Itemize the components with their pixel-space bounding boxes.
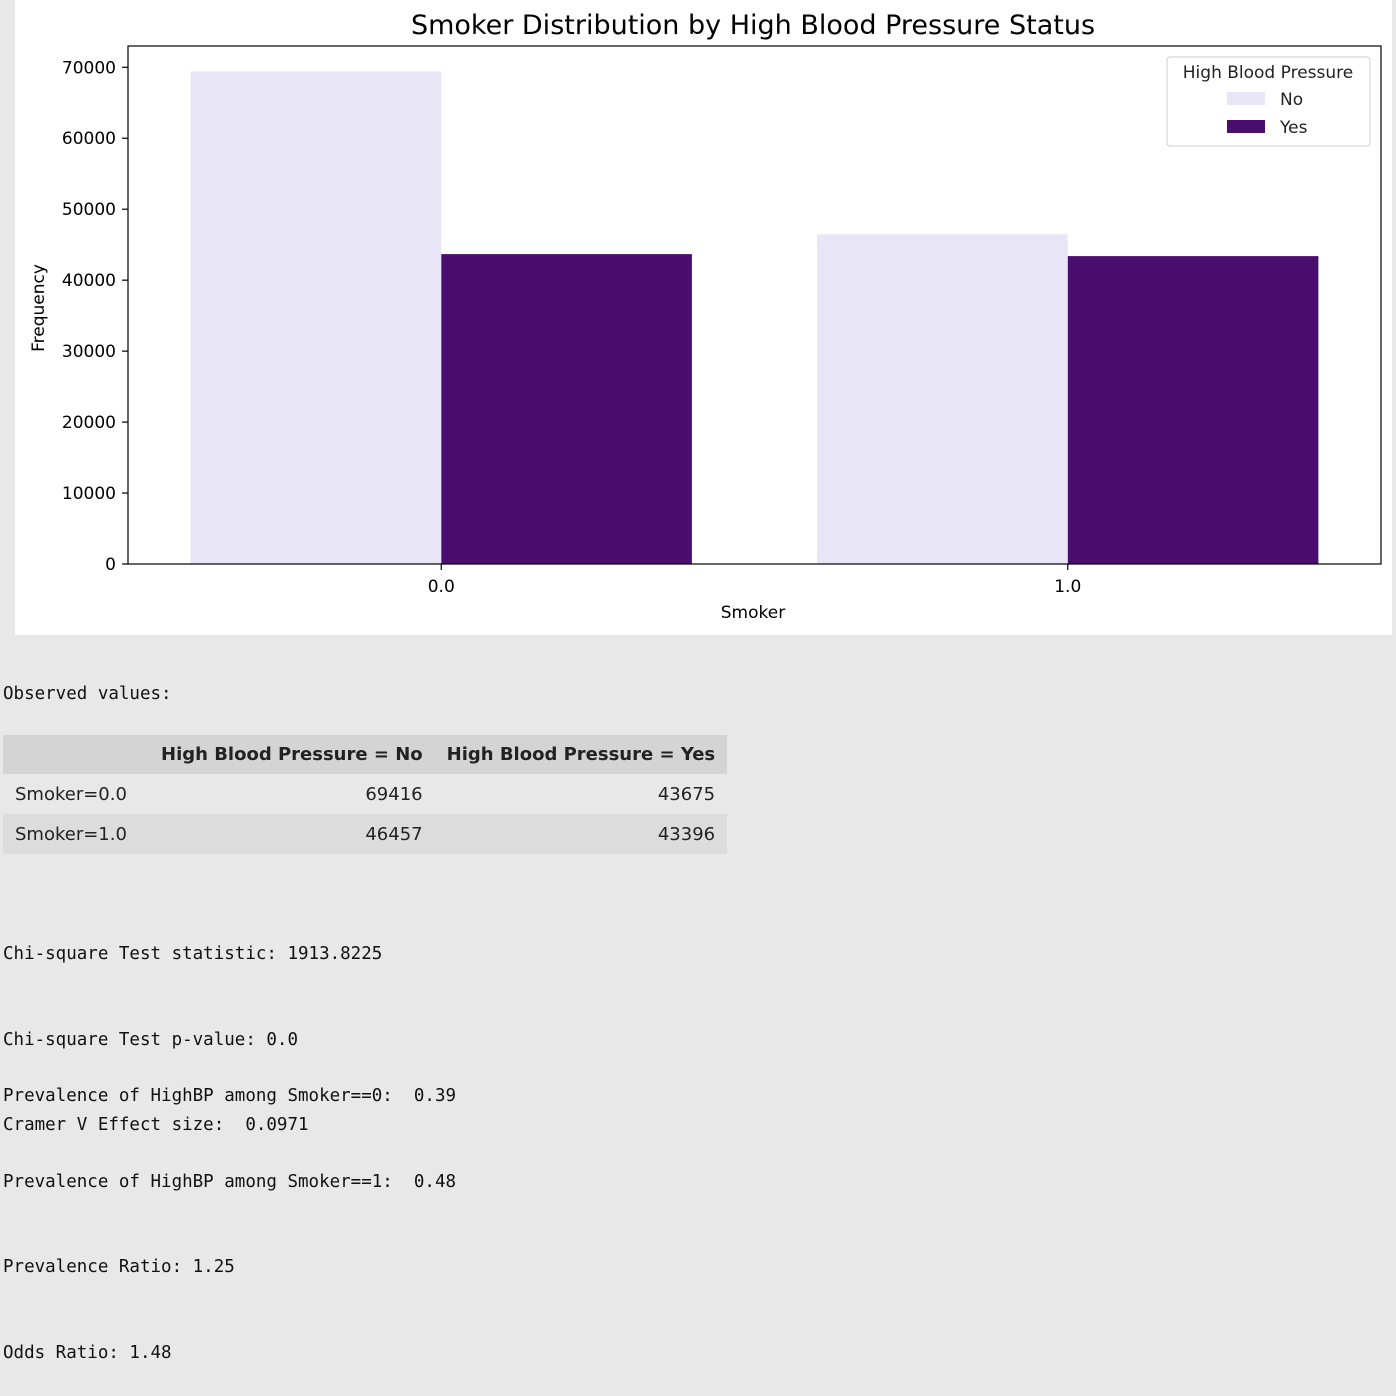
plot-frame — [127, 45, 1382, 565]
observed-table: High Blood Pressure = No High Blood Pres… — [3, 735, 728, 854]
prevalence-stats: Prevalence of HighBP among Smoker==0: 0.… — [3, 1025, 456, 1396]
legend: High Blood Pressure No Yes — [1166, 56, 1371, 147]
observed-values-label: Observed values: — [3, 684, 172, 704]
y-tick-label: 40000 — [62, 271, 116, 291]
x-tick-label: 0.0 — [428, 577, 455, 597]
y-tick-label: 0 — [105, 555, 116, 575]
bar-yes-0 — [441, 254, 692, 564]
prevalence-line: Prevalence Ratio: 1.25 — [3, 1257, 235, 1277]
chart-title: Smoker Distribution by High Blood Pressu… — [411, 10, 1095, 41]
x-axis-label: Smoker — [721, 603, 785, 623]
stat-line: Chi-square Test p-value: 0.0 — [3, 1029, 299, 1050]
x-tick-label: 1.0 — [1054, 577, 1081, 597]
bar-yes-1 — [1067, 256, 1319, 564]
y-axis-label: Frequency — [29, 264, 49, 352]
table-header-no: High Blood Pressure = No — [149, 735, 435, 774]
chi-square-stats: Chi-square Test statistic: 1913.8225 Chi… — [3, 883, 382, 1168]
table-cell: 46457 — [149, 814, 435, 854]
table-row: Smoker=1.0 46457 43396 — [3, 814, 728, 854]
table-header-yes: High Blood Pressure = Yes — [434, 735, 728, 774]
table-cell: 43396 — [434, 814, 728, 854]
bar-no-1 — [817, 234, 1068, 565]
table-row-label: Smoker=1.0 — [3, 814, 149, 854]
table-header-row: High Blood Pressure = No High Blood Pres… — [3, 735, 728, 774]
prevalence-line: Prevalence of HighBP among Smoker==0: 0.… — [3, 1086, 457, 1106]
legend-swatch-no — [1227, 92, 1265, 105]
stat-line: Cramer V Effect size: 0.0971 — [3, 1115, 309, 1135]
bar-chart: Smoker Distribution by High Blood Pressu… — [29, 10, 1382, 623]
legend-label-yes: Yes — [1279, 118, 1308, 138]
legend-label-no: No — [1280, 90, 1303, 110]
y-tick-label: 10000 — [62, 484, 116, 504]
y-tick-label: 70000 — [62, 58, 116, 78]
prevalence-line: Prevalence of HighBP among Smoker==1: 0.… — [3, 1171, 457, 1192]
legend-swatch-yes — [1227, 120, 1265, 133]
table-row-label: Smoker=0.0 — [3, 774, 149, 814]
legend-title: High Blood Pressure — [1183, 63, 1353, 83]
table-row: Smoker=0.0 69416 43675 — [3, 774, 728, 814]
y-tick-label: 60000 — [62, 129, 116, 149]
bar-no-0 — [190, 71, 442, 565]
stat-line: Chi-square Test statistic: 1913.8225 — [3, 944, 383, 964]
table-header-corner — [3, 735, 149, 774]
table-cell: 69416 — [149, 774, 435, 814]
chart-panel: Smoker Distribution by High Blood Pressu… — [15, 0, 1392, 635]
observed-table-wrap: High Blood Pressure = No High Blood Pres… — [3, 735, 728, 854]
y-tick-label: 30000 — [62, 342, 116, 362]
y-tick-label: 20000 — [62, 413, 116, 433]
table-cell: 43675 — [434, 774, 728, 814]
y-tick-label: 50000 — [62, 200, 116, 220]
prevalence-line: Odds Ratio: 1.48 — [3, 1342, 172, 1363]
